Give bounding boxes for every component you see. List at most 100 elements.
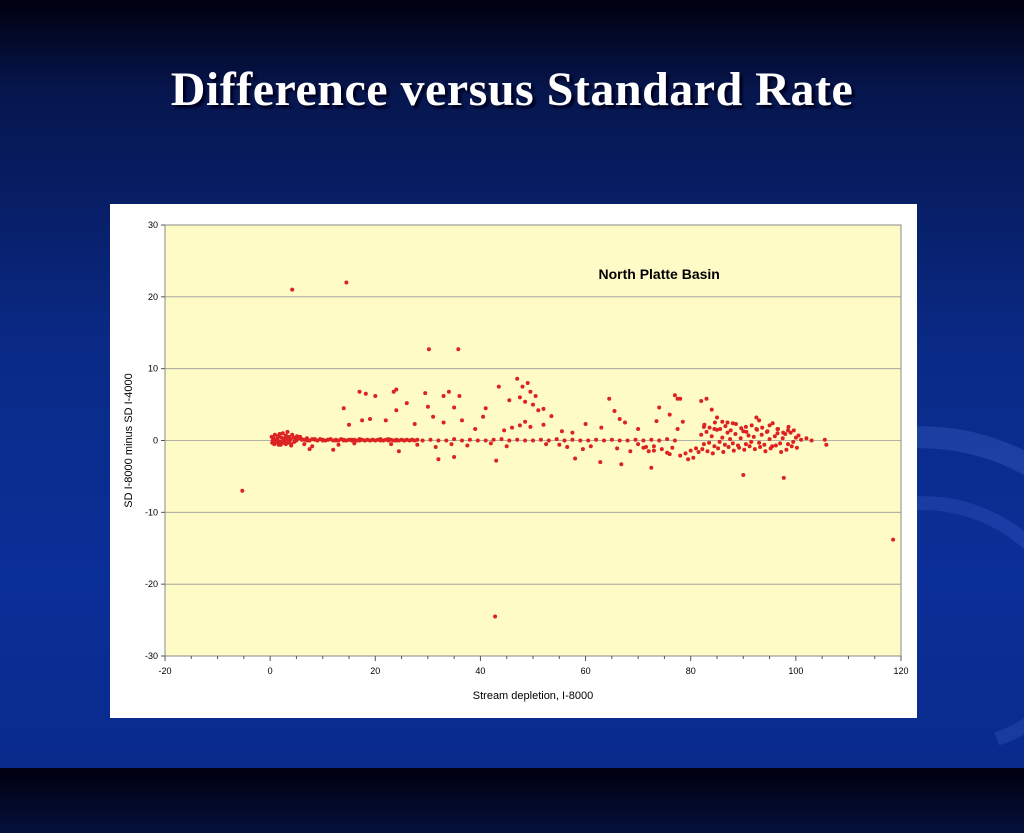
data-point xyxy=(767,437,772,442)
data-point xyxy=(517,395,522,400)
data-point xyxy=(363,391,368,396)
data-point xyxy=(541,422,546,427)
x-axis-title: Stream depletion, I-8000 xyxy=(473,690,593,702)
data-point xyxy=(483,438,488,443)
data-point xyxy=(573,456,578,461)
data-point xyxy=(672,438,677,443)
y-tick-label: 30 xyxy=(148,220,158,230)
data-point xyxy=(794,445,799,450)
data-point xyxy=(768,446,773,451)
data-point xyxy=(699,432,704,437)
data-point xyxy=(602,438,606,443)
data-point xyxy=(780,436,785,441)
data-point xyxy=(725,420,730,425)
data-point xyxy=(523,438,528,443)
data-point xyxy=(788,430,793,435)
data-point xyxy=(891,537,896,542)
data-point xyxy=(336,442,341,447)
data-point xyxy=(776,427,780,431)
data-point xyxy=(709,434,714,439)
data-point xyxy=(536,408,541,413)
data-point xyxy=(686,457,691,462)
x-tick-label: -20 xyxy=(158,666,171,676)
data-point xyxy=(789,444,794,449)
data-point xyxy=(326,437,330,442)
data-point xyxy=(578,438,583,443)
data-point xyxy=(583,422,588,426)
data-point xyxy=(781,475,786,480)
data-point xyxy=(357,389,362,394)
data-point xyxy=(491,437,496,442)
data-point xyxy=(749,423,754,428)
data-point xyxy=(675,427,680,431)
data-point xyxy=(636,427,641,431)
data-point xyxy=(515,437,520,442)
data-point xyxy=(718,427,723,431)
data-point xyxy=(594,437,599,442)
data-point xyxy=(446,389,451,394)
data-point xyxy=(541,406,546,411)
data-point xyxy=(312,437,317,442)
data-point xyxy=(704,429,709,434)
data-point xyxy=(557,442,562,447)
data-point xyxy=(279,435,284,440)
data-point xyxy=(240,488,245,493)
data-point xyxy=(712,444,717,449)
data-point xyxy=(386,437,391,442)
y-tick-label: -20 xyxy=(145,579,158,589)
data-point xyxy=(822,437,827,442)
data-point xyxy=(370,437,375,442)
data-point xyxy=(481,414,486,419)
data-point xyxy=(700,447,705,452)
data-point xyxy=(767,423,772,428)
data-point xyxy=(394,387,399,392)
data-point xyxy=(444,438,449,443)
data-point xyxy=(517,423,522,428)
data-point xyxy=(347,422,351,427)
data-point xyxy=(804,436,809,441)
data-point xyxy=(657,438,662,443)
data-point xyxy=(712,420,717,425)
data-point xyxy=(722,442,727,447)
data-point xyxy=(619,462,624,467)
data-point xyxy=(520,384,525,389)
data-point xyxy=(705,449,710,454)
data-point xyxy=(749,439,754,444)
data-point xyxy=(278,441,283,446)
data-point xyxy=(441,394,446,398)
slide-title: Difference versus Standard Rate xyxy=(170,63,854,116)
data-point xyxy=(726,445,731,449)
chart-frame: -30 -20 -10 0 10 20 30 -20 0 20 40 60 80 100 120 North… xyxy=(110,204,917,718)
data-point xyxy=(531,438,535,443)
data-point xyxy=(746,433,751,438)
data-point xyxy=(707,425,712,430)
data-point xyxy=(586,438,591,443)
data-point xyxy=(741,429,746,434)
y-tick-label: -10 xyxy=(145,507,158,517)
data-point xyxy=(633,437,638,442)
data-point xyxy=(452,405,457,410)
data-point xyxy=(544,442,549,447)
data-point xyxy=(678,453,683,458)
data-point xyxy=(565,445,570,449)
data-point xyxy=(702,422,707,427)
data-point xyxy=(665,437,670,442)
data-point xyxy=(449,442,454,447)
x-tick-label: 60 xyxy=(581,666,591,676)
data-point xyxy=(360,418,365,423)
data-point xyxy=(742,447,747,452)
data-point xyxy=(659,447,664,452)
data-point xyxy=(562,438,567,443)
data-point xyxy=(510,425,514,430)
data-point xyxy=(307,447,312,452)
data-point xyxy=(733,432,738,436)
x-tick-label: 0 xyxy=(268,666,273,676)
data-point xyxy=(415,437,420,442)
data-point xyxy=(809,438,814,443)
data-point xyxy=(528,389,533,394)
data-point xyxy=(465,443,470,448)
data-point xyxy=(452,455,457,459)
data-point xyxy=(623,420,627,425)
data-point xyxy=(733,422,738,426)
